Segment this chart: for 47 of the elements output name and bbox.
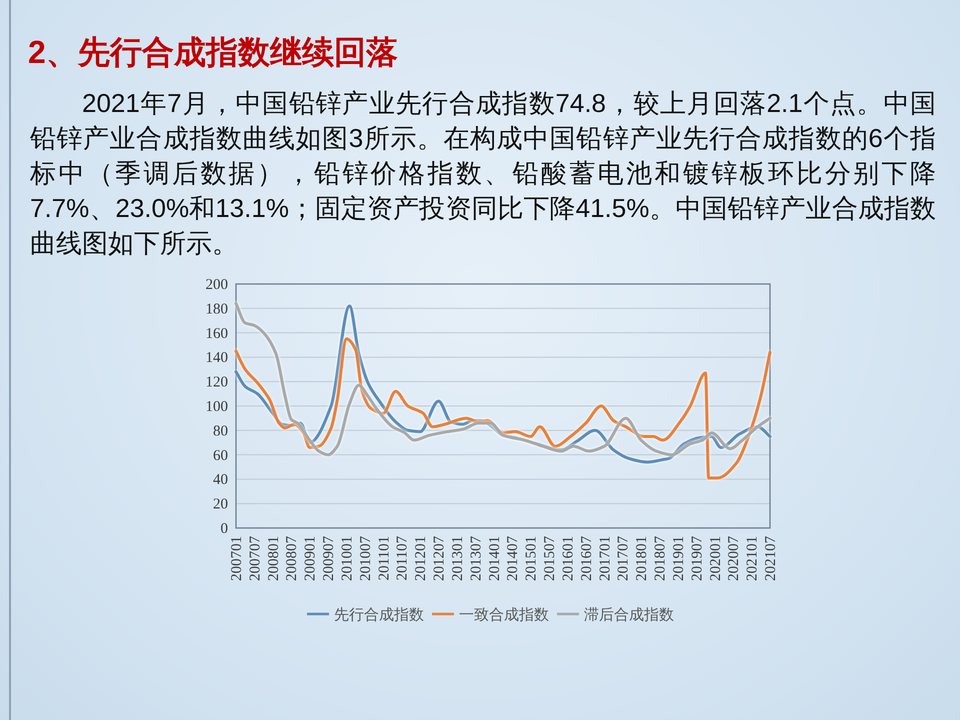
x-tick-label: 201401 [486, 536, 503, 581]
y-tick-label: 140 [206, 350, 228, 366]
chart-title: 2、先行合成指数继续回落 [28, 33, 398, 71]
y-tick-label: 200 [206, 277, 228, 293]
x-tick-label: 202101 [744, 536, 761, 581]
legend-label: 一致合成指数 [459, 606, 549, 624]
y-tick-label: 120 [206, 374, 228, 391]
x-tick-label: 200707 [247, 536, 264, 581]
y-tick-label: 0 [220, 521, 228, 537]
x-tick-label: 201107 [394, 536, 411, 580]
x-tick-label: 200901 [302, 536, 319, 581]
x-tick-label: 201001 [339, 536, 356, 581]
x-tick-label: 200801 [266, 536, 282, 581]
x-tick-label: 201901 [670, 536, 687, 581]
x-tick-label: 201201 [413, 536, 430, 581]
y-tick-label: 80 [213, 423, 228, 440]
x-tick-label: 200907 [321, 536, 338, 581]
x-tick-label: 201407 [505, 536, 522, 581]
legend-label: 滞后合成指数 [584, 606, 674, 624]
x-tick-label: 201501 [524, 536, 540, 581]
x-tick-label: 201701 [597, 536, 614, 581]
x-tick-label: 201101 [376, 536, 392, 580]
x-tick-label: 201207 [432, 536, 448, 581]
y-tick-label: 180 [206, 301, 228, 318]
x-tick-label: 202107 [763, 536, 779, 581]
x-tick-label: 201607 [578, 536, 595, 581]
x-tick-label: 201601 [560, 536, 576, 581]
y-tick-label: 100 [206, 399, 228, 415]
x-tick-label: 201707 [616, 536, 632, 581]
x-tick-label: 201807 [652, 536, 669, 581]
x-tick-label: 201507 [542, 536, 558, 581]
x-tick-label: 201801 [634, 536, 650, 581]
x-tick-label: 202007 [726, 536, 742, 581]
legend-label: 先行合成指数 [334, 606, 424, 624]
line-series [234, 337, 772, 480]
y-tick-label: 20 [213, 496, 228, 513]
y-tick-label: 160 [206, 326, 228, 342]
x-tick-label: 200701 [229, 536, 245, 581]
chart-subtitle: 2021年7月，中国铅锌产业先行合成指数74.8，较上月回落2.1个点。中国铅锌产业合成指数曲线如图3所示。在构成中国铅锌产业先行合成指数的6个指标中（季调后数据），铅锌价格指数、铅酸蓄电池和镀锌板环比分别下降7.7%、23.0%和13.1%；固定资产投资同比下降41.5%。中国铅锌产业合成指数曲线图如下所示。 [30, 87, 936, 260]
x-tick-label: 202001 [708, 536, 724, 581]
y-tick-label: 60 [213, 448, 228, 464]
x-tick-label: 201907 [689, 536, 706, 581]
x-tick-label: 201007 [358, 536, 374, 581]
x-tick-label: 201307 [468, 536, 484, 581]
x-tick-label: 200807 [284, 536, 300, 581]
x-tick-label: 201301 [450, 536, 466, 581]
y-tick-label: 40 [213, 472, 228, 488]
